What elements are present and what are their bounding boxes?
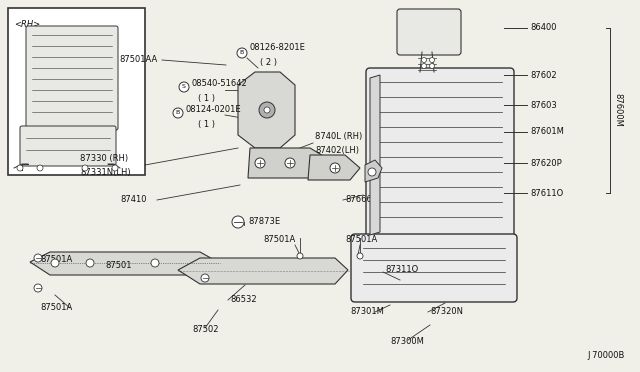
Circle shape: [429, 64, 435, 68]
Text: 8740L (RH): 8740L (RH): [315, 131, 362, 141]
Text: 87501A: 87501A: [346, 235, 378, 244]
Circle shape: [330, 163, 340, 173]
Text: 87602: 87602: [530, 71, 557, 80]
Circle shape: [357, 253, 363, 259]
Text: ( 1 ): ( 1 ): [198, 93, 215, 103]
Circle shape: [112, 165, 118, 171]
Circle shape: [51, 259, 59, 267]
Text: 87331N(LH): 87331N(LH): [80, 167, 131, 176]
Circle shape: [37, 165, 43, 171]
Circle shape: [82, 165, 88, 171]
Text: ( 2 ): ( 2 ): [260, 58, 277, 67]
Circle shape: [17, 165, 23, 171]
Circle shape: [429, 58, 435, 62]
Circle shape: [232, 216, 244, 228]
FancyBboxPatch shape: [20, 126, 116, 166]
Text: 87330 (RH): 87330 (RH): [80, 154, 128, 163]
Text: 87611O: 87611O: [530, 189, 563, 198]
Polygon shape: [248, 148, 330, 178]
Circle shape: [255, 158, 265, 168]
Text: 86532: 86532: [230, 295, 257, 305]
Text: 87666: 87666: [345, 196, 372, 205]
Circle shape: [259, 102, 275, 118]
Circle shape: [34, 254, 42, 262]
Text: 87501A: 87501A: [264, 235, 296, 244]
Text: 08540-51642: 08540-51642: [191, 80, 247, 89]
Text: 87601M: 87601M: [530, 128, 564, 137]
Text: 86400: 86400: [530, 23, 557, 32]
Circle shape: [285, 158, 295, 168]
Text: S: S: [182, 84, 186, 90]
FancyBboxPatch shape: [366, 68, 514, 238]
Text: B: B: [176, 110, 180, 115]
FancyBboxPatch shape: [351, 234, 517, 302]
Circle shape: [151, 259, 159, 267]
Text: <RH>: <RH>: [14, 20, 40, 29]
Text: 87501: 87501: [105, 260, 131, 269]
Text: B: B: [240, 51, 244, 55]
Circle shape: [297, 253, 303, 259]
Text: 87600M: 87600M: [614, 93, 623, 127]
FancyBboxPatch shape: [397, 9, 461, 55]
Polygon shape: [370, 75, 380, 235]
Text: 87501A: 87501A: [40, 304, 72, 312]
Text: J 70000B: J 70000B: [588, 351, 625, 360]
Polygon shape: [238, 72, 295, 148]
Text: 08124-0201E: 08124-0201E: [185, 106, 241, 115]
Polygon shape: [365, 160, 382, 182]
Bar: [8, 8, 145, 175]
Circle shape: [86, 259, 94, 267]
Text: 87402(LH): 87402(LH): [315, 145, 359, 154]
Text: 87873E: 87873E: [248, 218, 280, 227]
Text: 08126-8201E: 08126-8201E: [250, 44, 306, 52]
Text: 87620P: 87620P: [530, 158, 562, 167]
Circle shape: [173, 108, 183, 118]
Text: 87501AA: 87501AA: [120, 55, 158, 64]
Text: 87502: 87502: [192, 326, 218, 334]
Circle shape: [422, 58, 426, 62]
Circle shape: [34, 284, 42, 292]
Text: 87410: 87410: [120, 196, 147, 205]
Circle shape: [179, 82, 189, 92]
Text: 87300M: 87300M: [390, 337, 424, 346]
Text: 87311O: 87311O: [385, 266, 419, 275]
Text: 87301M: 87301M: [350, 308, 384, 317]
FancyBboxPatch shape: [26, 26, 118, 130]
Polygon shape: [30, 252, 218, 275]
Text: ( 1 ): ( 1 ): [198, 119, 215, 128]
Circle shape: [368, 168, 376, 176]
Text: 87501A: 87501A: [40, 256, 72, 264]
Polygon shape: [308, 155, 360, 180]
Circle shape: [201, 274, 209, 282]
Circle shape: [422, 64, 426, 68]
Circle shape: [237, 48, 247, 58]
Text: 87603: 87603: [530, 100, 557, 109]
Polygon shape: [178, 258, 348, 284]
Circle shape: [264, 107, 270, 113]
Text: 87320N: 87320N: [430, 308, 463, 317]
